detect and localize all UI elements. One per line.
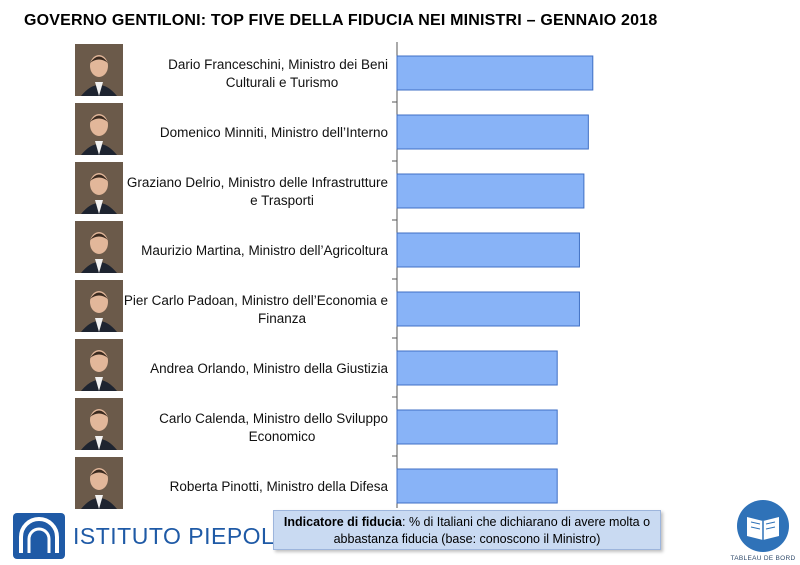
tableau-de-bord-logo: TABLEAU DE BORD bbox=[730, 500, 796, 564]
photo-shirt-shape bbox=[95, 141, 103, 155]
indicator-note: Indicatore di fiducia: % di Italiani che… bbox=[273, 510, 661, 550]
category-label: Domenico Minniti, Ministro dell’Interno bbox=[160, 125, 388, 140]
photo-face-shape bbox=[90, 55, 108, 77]
piepoli-mark-icon bbox=[13, 513, 65, 559]
istituto-piepoli-logo: ISTITUTO PIEPOLI bbox=[13, 513, 281, 561]
photo-face-shape bbox=[90, 409, 108, 431]
tableau-de-bord-text: TABLEAU DE BORD bbox=[730, 555, 796, 562]
category-label: Culturali e Turismo bbox=[226, 75, 339, 90]
photo-hair-shape bbox=[90, 174, 108, 181]
bar bbox=[396, 468, 558, 504]
bar bbox=[396, 291, 580, 327]
category-label: Andrea Orlando, Ministro della Giustizia bbox=[150, 361, 388, 376]
photo-hair-shape bbox=[90, 233, 108, 240]
category-label: Economico bbox=[249, 429, 316, 444]
photo-shirt-shape bbox=[95, 377, 103, 391]
bar-chart: Dario Franceschini, Ministro dei Beni Cul… bbox=[75, 42, 594, 509]
category-label: Finanza bbox=[258, 311, 307, 326]
category-label: Dario Franceschini, Ministro dei Beni bbox=[168, 57, 388, 72]
photo-hair-shape bbox=[90, 115, 108, 122]
photo-shirt-shape bbox=[95, 200, 103, 214]
category-label: Carlo Calenda, Ministro dello Sviluppo bbox=[159, 411, 388, 426]
indicator-note-text: : % di Italiani che dichiarano di avere … bbox=[333, 515, 651, 546]
photo-shirt-shape bbox=[95, 82, 103, 96]
photo-face-shape bbox=[90, 232, 108, 254]
photo-face-shape bbox=[90, 173, 108, 195]
photo-shirt-shape bbox=[95, 259, 103, 273]
bar bbox=[396, 350, 558, 386]
category-label: Roberta Pinotti, Ministro della Difesa bbox=[170, 479, 389, 494]
indicator-note-label: Indicatore di fiducia bbox=[283, 515, 402, 529]
bar bbox=[396, 114, 589, 150]
open-book-icon bbox=[737, 500, 789, 552]
photo-face-shape bbox=[90, 468, 108, 490]
category-label: Pier Carlo Padoan, Ministro dell’Economi… bbox=[124, 293, 388, 308]
photo-face-shape bbox=[90, 114, 108, 136]
photo-shirt-shape bbox=[95, 318, 103, 332]
photo-face-shape bbox=[90, 291, 108, 313]
photo-shirt-shape bbox=[95, 495, 103, 509]
photo-hair-shape bbox=[90, 56, 108, 63]
bar bbox=[396, 55, 594, 91]
photo-hair-shape bbox=[90, 469, 108, 476]
photo-shirt-shape bbox=[95, 436, 103, 450]
category-label: Maurizio Martina, Ministro dell’Agricolt… bbox=[141, 243, 388, 258]
bar bbox=[396, 409, 558, 445]
chart-title: GOVERNO GENTILONI: TOP FIVE DELLA FIDUCI… bbox=[24, 12, 658, 29]
bar bbox=[396, 173, 585, 209]
photo-face-shape bbox=[90, 350, 108, 372]
category-label: e Trasporti bbox=[250, 193, 314, 208]
category-label: Graziano Delrio, Ministro delle Infrastr… bbox=[127, 175, 388, 190]
photo-hair-shape bbox=[90, 351, 108, 358]
bar bbox=[396, 232, 580, 268]
piepoli-logo-text: ISTITUTO PIEPOLI bbox=[73, 523, 282, 549]
photo-hair-shape bbox=[90, 410, 108, 417]
photo-hair-shape bbox=[90, 292, 108, 299]
